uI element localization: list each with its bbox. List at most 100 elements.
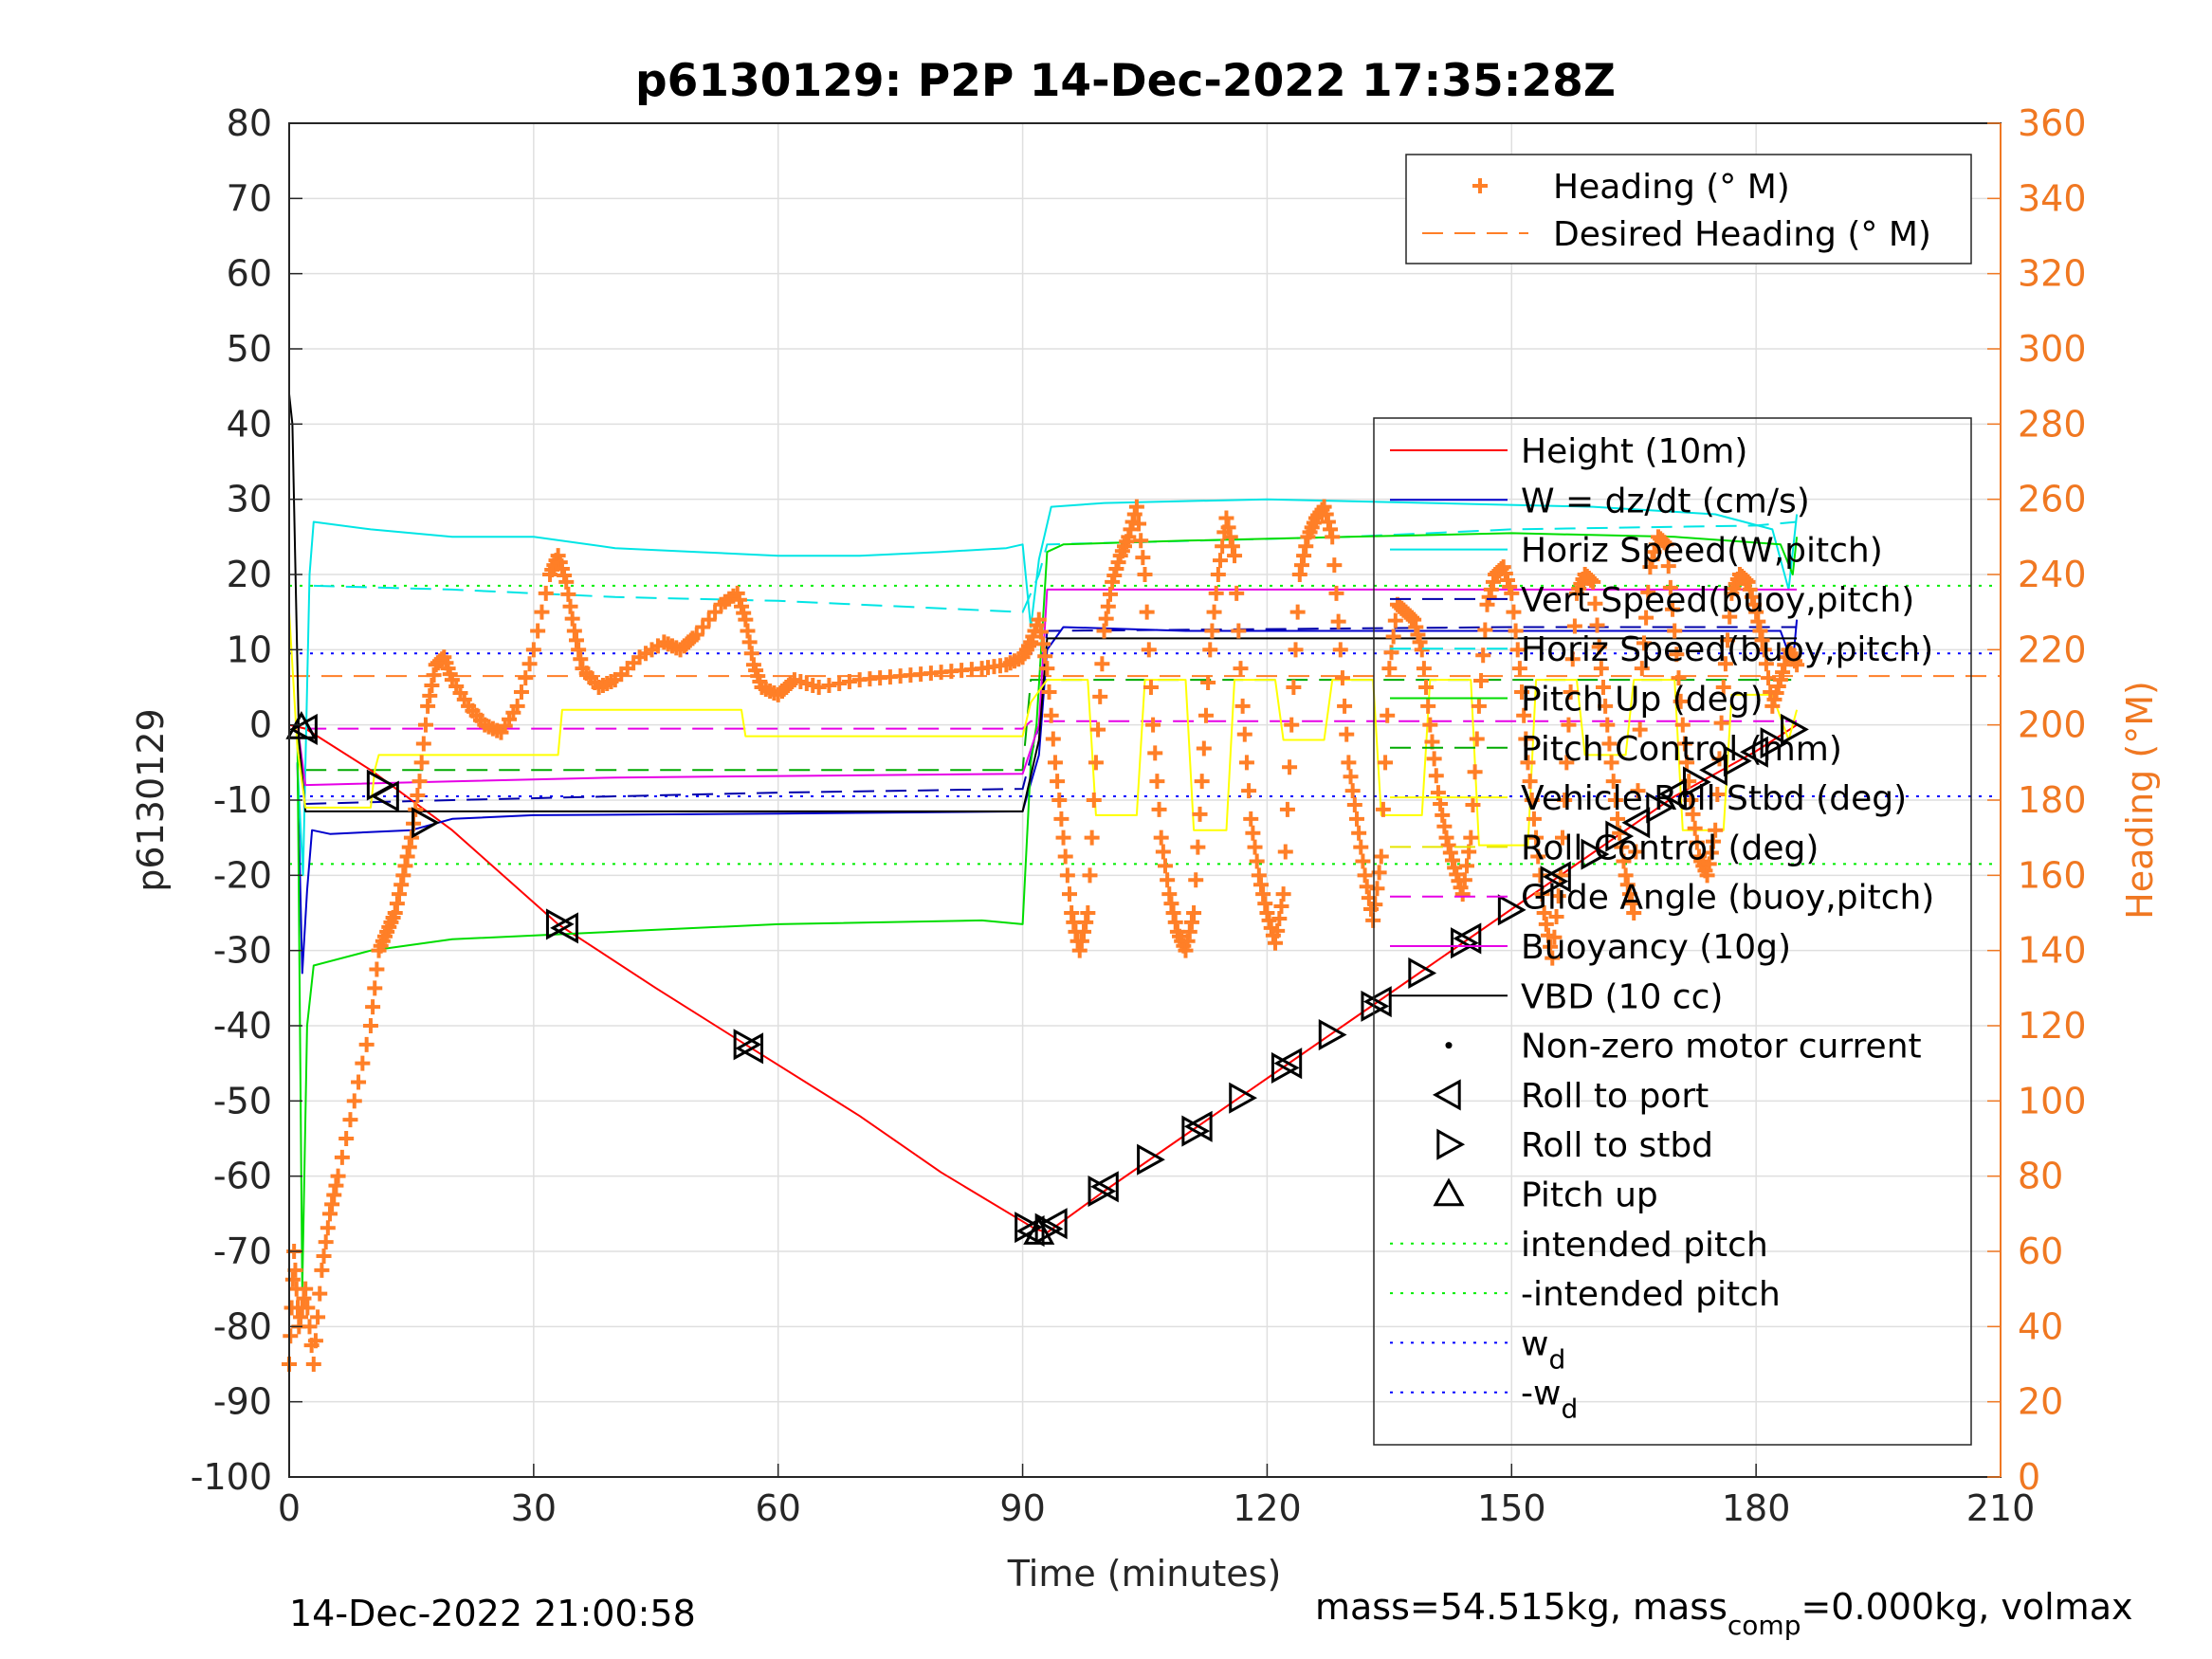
y-tick-label--30: -30 <box>213 930 272 972</box>
heading-point <box>1621 886 1637 902</box>
marker-roll-stbd <box>1229 1082 1258 1114</box>
legend-label-pitch-control-mm-6: Pitch Control (mm) <box>1521 730 1842 769</box>
heading-point <box>1632 721 1648 738</box>
heading-point <box>1526 811 1542 827</box>
legend-swatch-pitch-up-15 <box>1433 1177 1465 1207</box>
heading-point <box>1351 825 1367 841</box>
heading-point <box>1546 929 1563 945</box>
series-pitch-up-deg <box>296 532 1799 1290</box>
heading-point <box>1316 499 1332 515</box>
heading-point <box>1088 755 1104 771</box>
heading-point <box>1518 731 1534 747</box>
y-tick-label--50: -50 <box>213 1080 272 1121</box>
heading-point <box>399 848 415 865</box>
legend-swatch-roll-to-stbd-14 <box>1436 1128 1466 1160</box>
heading-point <box>1157 858 1173 874</box>
heading-point <box>1412 634 1428 650</box>
y2-tick-label-260: 260 <box>2018 479 2087 520</box>
heading-point <box>1224 538 1240 555</box>
y-tick-label-10: 10 <box>227 629 272 670</box>
heading-point <box>1190 839 1206 855</box>
marker-roll-port <box>1621 807 1651 839</box>
heading-point <box>403 830 419 846</box>
heading-point <box>1676 736 1692 752</box>
heading-point <box>525 642 541 658</box>
heading-point <box>1178 942 1194 958</box>
heading-point <box>530 623 546 639</box>
marker-pitch-up <box>1023 1216 1055 1245</box>
legend-label-horiz-speed-w-pitch-2: Horiz Speed(W,pitch) <box>1521 532 1883 571</box>
heading-point <box>1595 680 1611 695</box>
marker-roll-stbd <box>1781 713 1809 745</box>
heading-point <box>1186 905 1202 921</box>
heading-point <box>310 1309 326 1325</box>
y-tick-label-50: 50 <box>227 328 272 370</box>
legend-label-pitch-up-deg-5: Pitch Up (deg) <box>1521 681 1764 720</box>
heading-point <box>1667 623 1683 639</box>
heading-point <box>1720 632 1736 648</box>
heading-point <box>518 670 534 686</box>
heading-point <box>1532 867 1548 884</box>
heading-point <box>1665 601 1681 617</box>
heading-point <box>1673 693 1689 709</box>
y-axis-right: 0 20 40 60 80 100 120 140 160 180 200 220 240 260 280 3… <box>1987 102 2087 1498</box>
heading-point <box>355 1055 371 1071</box>
heading-point <box>1671 670 1687 686</box>
legend-label-vbd-10-cc-11: VBD (10 cc) <box>1521 977 1723 1016</box>
heading-point <box>1233 661 1249 677</box>
heading-point <box>314 1262 330 1278</box>
heading-point <box>389 896 405 912</box>
heading-point <box>1459 858 1475 874</box>
heading-point <box>1084 830 1100 846</box>
heading-point <box>334 1149 350 1165</box>
marker-roll-stbd <box>1034 1212 1064 1245</box>
heading-point <box>1291 567 1307 582</box>
marker-roll-stbd <box>411 807 440 839</box>
y-tick-label-30: 30 <box>227 479 272 520</box>
heading-point <box>1041 684 1057 700</box>
legend-label-w-dz-dt-cm-s-1: W = dz/dt (cm/s) <box>1521 482 1810 520</box>
heading-point <box>1078 914 1094 930</box>
heading-point <box>342 1112 358 1128</box>
heading-point <box>1706 833 1722 849</box>
legend-heading-marker <box>1472 178 1488 193</box>
legend-label-wd-18: wd <box>1521 1324 1565 1375</box>
series-pitch-control-mm <box>305 679 1798 772</box>
heading-point <box>1566 618 1582 634</box>
heading-point <box>1334 670 1350 686</box>
heading-point <box>1630 783 1646 799</box>
heading-point <box>1238 755 1254 771</box>
heading-point <box>1638 610 1654 626</box>
heading-point <box>1163 896 1179 912</box>
heading-point <box>1188 872 1204 888</box>
marker-roll-stbd <box>1181 1115 1211 1147</box>
heading-point <box>1218 510 1234 526</box>
heading-point <box>1433 795 1449 811</box>
heading-point <box>1550 888 1566 904</box>
marker-roll-port <box>1038 1208 1068 1240</box>
heading-point <box>1330 613 1346 629</box>
heading-point <box>1674 717 1691 733</box>
series-horiz-speed-w-pitch <box>296 498 1799 877</box>
heading-point <box>1192 806 1208 822</box>
y2-tick-label-140: 140 <box>2018 930 2087 972</box>
y2-tick-label-320: 320 <box>2018 253 2087 295</box>
heading-point <box>1509 642 1526 658</box>
heading-point <box>1234 698 1251 714</box>
heading-point <box>1610 811 1626 827</box>
heading-point <box>1520 755 1536 771</box>
marker-roll-stbd <box>1497 894 1526 926</box>
heading-point <box>1465 796 1481 812</box>
heading-point <box>1563 684 1579 700</box>
heading-point <box>1325 529 1341 545</box>
x-tick-label-0: 0 <box>278 1487 301 1529</box>
heading-point <box>558 574 575 590</box>
chart-title: p6130129: P2P 14-Dec-2022 17:35:28Z <box>635 55 1616 107</box>
heading-point <box>1380 707 1396 723</box>
heading-point <box>417 717 433 733</box>
heading-point <box>1456 872 1472 888</box>
heading-point <box>1591 639 1607 655</box>
heading-point <box>324 1196 340 1212</box>
heading-point <box>1275 886 1291 902</box>
